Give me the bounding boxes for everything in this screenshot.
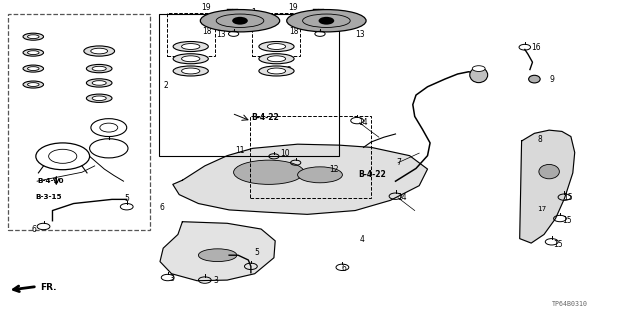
- Ellipse shape: [28, 35, 39, 39]
- Text: 5: 5: [125, 194, 130, 203]
- Ellipse shape: [173, 41, 209, 52]
- Text: 14: 14: [358, 118, 368, 127]
- Ellipse shape: [259, 66, 294, 76]
- Text: 15: 15: [563, 193, 573, 202]
- Text: 11: 11: [236, 146, 245, 155]
- Ellipse shape: [182, 68, 200, 74]
- Text: 6: 6: [160, 204, 165, 212]
- Text: 3: 3: [170, 274, 175, 283]
- Text: 15: 15: [562, 216, 572, 225]
- Bar: [159, 14, 339, 156]
- Polygon shape: [173, 144, 428, 214]
- Ellipse shape: [23, 81, 44, 88]
- Ellipse shape: [23, 49, 44, 56]
- Ellipse shape: [28, 67, 39, 70]
- Text: 13: 13: [355, 30, 365, 39]
- Text: B-3-15: B-3-15: [35, 194, 62, 200]
- Text: 17: 17: [538, 206, 547, 212]
- Text: 1: 1: [251, 8, 255, 17]
- Text: B-4-10: B-4-10: [37, 178, 63, 184]
- Ellipse shape: [539, 165, 559, 179]
- Ellipse shape: [173, 54, 209, 64]
- Text: 19: 19: [288, 4, 298, 12]
- Text: 15: 15: [554, 240, 563, 249]
- Ellipse shape: [86, 94, 112, 102]
- Text: 2: 2: [163, 81, 168, 90]
- Text: 18: 18: [289, 27, 299, 36]
- Text: 12: 12: [330, 165, 339, 174]
- Ellipse shape: [182, 56, 200, 62]
- Polygon shape: [160, 222, 275, 281]
- Ellipse shape: [268, 44, 285, 49]
- Text: 6: 6: [341, 264, 346, 273]
- Text: 14: 14: [397, 193, 406, 202]
- Ellipse shape: [298, 167, 342, 183]
- Circle shape: [319, 17, 334, 25]
- Text: FR.: FR.: [40, 283, 56, 292]
- Ellipse shape: [182, 44, 200, 49]
- Circle shape: [232, 17, 248, 25]
- Ellipse shape: [259, 41, 294, 52]
- Ellipse shape: [470, 67, 488, 83]
- Text: 10: 10: [280, 149, 290, 158]
- Text: 2: 2: [287, 66, 291, 75]
- Text: 13: 13: [216, 30, 226, 39]
- Text: 4: 4: [360, 235, 365, 244]
- Text: 3: 3: [213, 276, 218, 285]
- Ellipse shape: [23, 33, 44, 40]
- Text: 19: 19: [201, 4, 211, 12]
- Ellipse shape: [259, 54, 294, 64]
- Text: B-4-22: B-4-22: [252, 113, 279, 122]
- Text: B-4-22: B-4-22: [358, 170, 386, 179]
- Text: 16: 16: [531, 43, 541, 52]
- Bar: [250, 116, 371, 198]
- Ellipse shape: [173, 66, 209, 76]
- Ellipse shape: [529, 75, 540, 83]
- Ellipse shape: [268, 68, 285, 74]
- Ellipse shape: [91, 48, 108, 54]
- Text: 6: 6: [32, 225, 37, 234]
- Text: 18: 18: [202, 27, 212, 36]
- Ellipse shape: [23, 65, 44, 72]
- Ellipse shape: [472, 66, 485, 71]
- Ellipse shape: [198, 249, 237, 262]
- Ellipse shape: [86, 64, 112, 73]
- Ellipse shape: [268, 56, 285, 62]
- Ellipse shape: [287, 10, 366, 32]
- Ellipse shape: [28, 83, 39, 86]
- Ellipse shape: [92, 81, 106, 85]
- Ellipse shape: [86, 79, 112, 87]
- Ellipse shape: [28, 51, 39, 55]
- Polygon shape: [520, 130, 575, 243]
- Text: 8: 8: [538, 135, 542, 144]
- Text: 7: 7: [397, 158, 402, 167]
- Text: TP64B0310: TP64B0310: [552, 301, 588, 307]
- Ellipse shape: [92, 66, 106, 71]
- Text: 5: 5: [255, 248, 260, 257]
- Ellipse shape: [234, 160, 304, 184]
- Ellipse shape: [200, 10, 280, 32]
- Ellipse shape: [92, 96, 106, 100]
- Bar: [8, 14, 150, 230]
- Text: 9: 9: [549, 75, 554, 84]
- Ellipse shape: [84, 46, 115, 56]
